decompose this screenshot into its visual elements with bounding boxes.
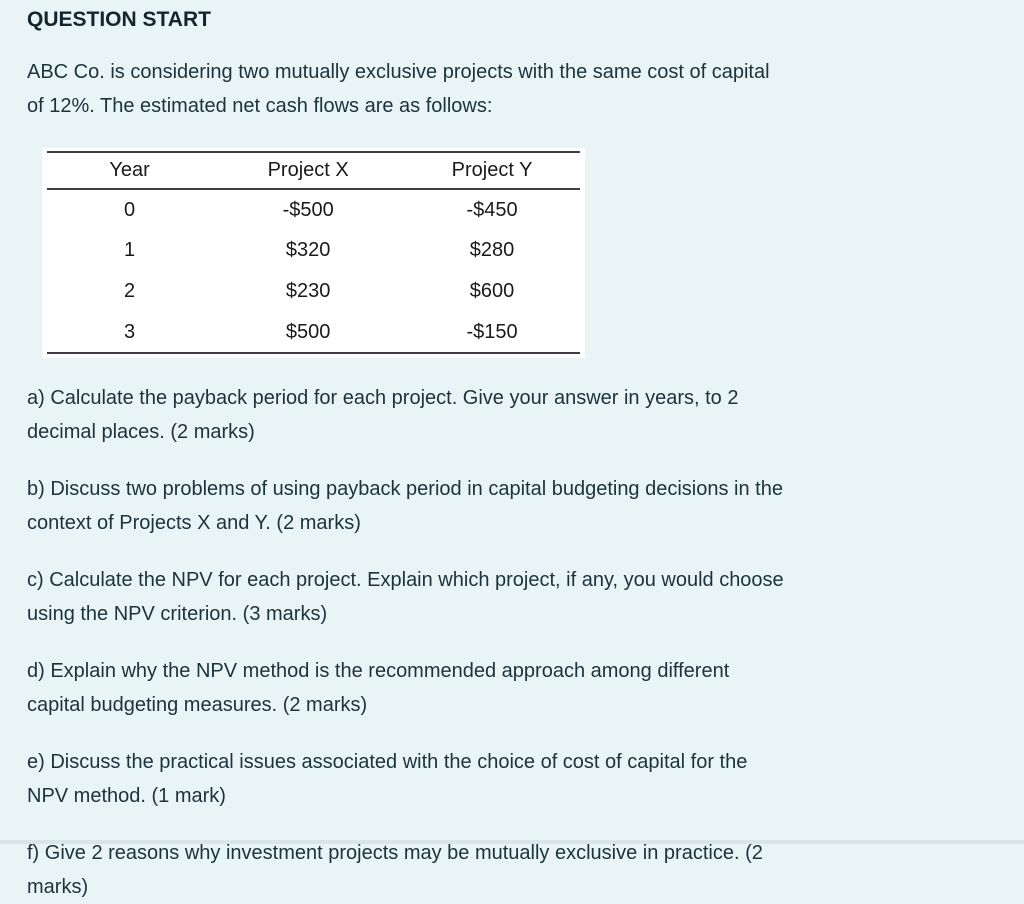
table-row-year-2: 2 $230 $600 xyxy=(47,271,580,312)
question-part-a: a) Calculate the payback period for each… xyxy=(27,387,739,443)
question-intro: ABC Co. is considering two mutually excl… xyxy=(27,61,770,117)
question-part-d: d) Explain why the NPV method is the rec… xyxy=(27,660,730,716)
cashflow-table-image: Year Project X Project Y 0 -$500 -$450 1… xyxy=(42,148,585,358)
table-row-year-3: 3 $500 -$150 xyxy=(47,312,580,353)
cashflow-table-head: Year Project X Project Y xyxy=(47,152,580,189)
cell-year-2: 2 xyxy=(124,280,136,302)
cell-y-year-0: -$450 xyxy=(466,198,518,221)
bottom-divider xyxy=(0,840,1024,844)
question-part-c: c) Calculate the NPV for each project. E… xyxy=(27,569,784,625)
table-header-year: Year xyxy=(109,159,150,181)
question-part-e: e) Discuss the practical issues associat… xyxy=(27,751,748,807)
cell-year-1: 1 xyxy=(124,239,136,261)
question-start-header: QUESTION START xyxy=(27,8,211,31)
cell-year-3: 3 xyxy=(124,320,136,343)
cashflow-table: Year Project X Project Y 0 -$500 -$450 1… xyxy=(47,151,580,354)
cell-year-0: 0 xyxy=(124,198,136,221)
question-part-f: f) Give 2 reasons why investment project… xyxy=(27,842,763,898)
cell-x-year-3: $500 xyxy=(285,320,331,343)
cell-y-year-3: -$150 xyxy=(466,320,518,343)
table-header-project-y: Project Y xyxy=(451,159,533,181)
cell-y-year-2: $600 xyxy=(469,280,515,302)
table-header-row: Year Project X Project Y xyxy=(47,152,580,189)
cell-x-year-2: $230 xyxy=(285,280,331,302)
cell-x-year-0: -$500 xyxy=(282,198,334,221)
table-row-year-0: 0 -$500 -$450 xyxy=(47,189,580,230)
question-part-b: b) Discuss two problems of using payback… xyxy=(27,478,783,534)
cell-x-year-1: $320 xyxy=(285,239,331,261)
table-header-project-x: Project X xyxy=(267,159,349,181)
cashflow-table-body: 0 -$500 -$450 1 $320 $280 2 $230 $600 3 … xyxy=(47,189,580,353)
table-row-year-1: 1 $320 $280 xyxy=(47,230,580,271)
cell-y-year-1: $280 xyxy=(469,239,515,261)
